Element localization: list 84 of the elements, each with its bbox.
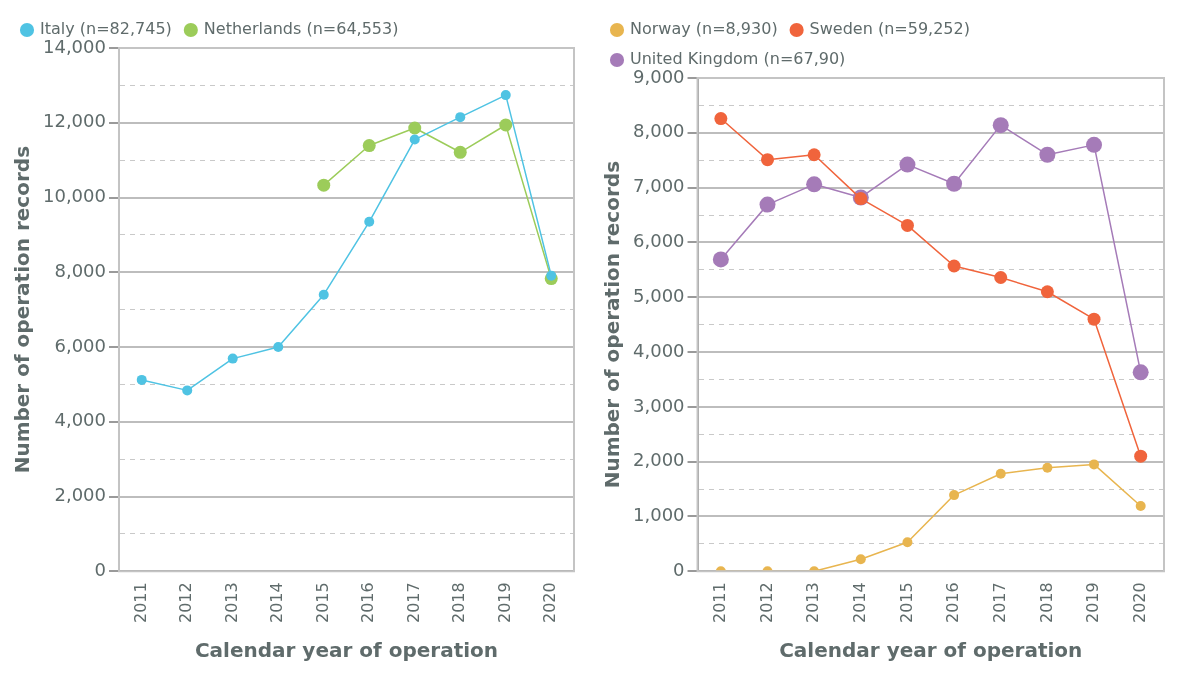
x-tick-label: 2014	[267, 582, 287, 623]
legend-label: Norway (n=8,930)	[630, 19, 778, 39]
point	[453, 145, 467, 159]
x-tick-label: 2015	[896, 582, 916, 623]
y-tick-label: 12,000	[43, 110, 106, 132]
y-tick-label: 8,000	[54, 259, 106, 281]
point	[362, 139, 376, 153]
point	[1089, 459, 1100, 470]
point	[546, 270, 557, 281]
point	[1039, 146, 1056, 163]
point	[182, 385, 193, 396]
y-tick-label: 5,000	[633, 284, 685, 306]
point	[946, 175, 963, 192]
y-tick-label: 0	[94, 558, 106, 580]
point	[899, 156, 916, 173]
x-axis-title: Calendar year of operation	[779, 638, 1083, 663]
point	[273, 342, 284, 353]
x-tick-label: 2020	[540, 582, 560, 623]
point	[409, 134, 420, 145]
y-tick-label: 2,000	[633, 449, 685, 471]
x-axis-title: Calendar year of operation	[194, 638, 499, 663]
point	[499, 118, 513, 132]
x-tick-label: 2013	[221, 582, 241, 623]
x-tick-label: 2011	[710, 582, 730, 623]
x-tick-label: 2017	[989, 582, 1009, 623]
x-tick-label: 2018	[1036, 582, 1056, 623]
y-axis-title: Number of operation records	[600, 160, 625, 489]
x-tick-label: 2015	[312, 582, 332, 623]
point	[806, 176, 823, 193]
x-tick-label: 2017	[403, 582, 423, 623]
y-tick-label: 3,000	[633, 394, 685, 416]
y-tick-label: 0	[673, 558, 685, 580]
point	[1086, 136, 1103, 153]
x-tick-label: 2020	[1129, 582, 1149, 623]
point	[1134, 449, 1148, 463]
y-tick-label: 4,000	[54, 409, 106, 431]
y-axis-title: Number of operation records	[10, 145, 35, 474]
point	[761, 153, 774, 167]
point	[855, 554, 866, 565]
point	[455, 112, 466, 123]
y-tick-label: 7,000	[633, 175, 685, 197]
point	[1135, 501, 1146, 512]
point	[1087, 312, 1101, 326]
point	[712, 251, 729, 268]
point	[1040, 285, 1054, 299]
point	[759, 196, 776, 213]
y-tick-label: 8,000	[633, 120, 685, 142]
y-tick-label: 1,000	[633, 504, 685, 526]
legend-label: Sweden (n=59,252)	[809, 19, 970, 39]
point	[949, 490, 960, 501]
point	[1132, 364, 1149, 381]
x-tick-label: 2011	[130, 582, 150, 623]
legend-label: Netherlands (n=64,553)	[203, 19, 399, 39]
y-tick-label: 4,000	[633, 339, 685, 361]
point	[227, 353, 238, 364]
legend-label: Italy (n=82,745)	[40, 19, 172, 39]
y-tick-label: 10,000	[43, 185, 106, 207]
point	[1042, 462, 1053, 473]
y-tick-label: 6,000	[633, 230, 685, 252]
point	[714, 112, 728, 126]
point	[900, 218, 914, 232]
point	[947, 259, 961, 273]
point	[994, 271, 1008, 285]
x-tick-label: 2013	[803, 582, 823, 623]
x-tick-label: 2014	[849, 582, 869, 623]
x-tick-label: 2016	[358, 582, 378, 623]
y-tick-label: 2,000	[54, 484, 106, 506]
x-tick-label: 2018	[449, 582, 469, 623]
point	[992, 117, 1009, 134]
x-tick-label: 2012	[176, 582, 196, 623]
point	[408, 121, 422, 135]
point	[136, 374, 147, 385]
x-tick-label: 2019	[494, 582, 514, 623]
x-tick-label: 2012	[756, 582, 776, 623]
y-tick-label: 6,000	[54, 334, 106, 356]
point	[317, 178, 331, 192]
point	[902, 537, 913, 548]
point	[500, 90, 511, 101]
point	[995, 468, 1006, 479]
x-tick-label: 2019	[1083, 582, 1103, 623]
point	[807, 148, 821, 162]
point	[318, 289, 329, 300]
point	[364, 216, 375, 227]
x-tick-label: 2016	[943, 582, 963, 623]
